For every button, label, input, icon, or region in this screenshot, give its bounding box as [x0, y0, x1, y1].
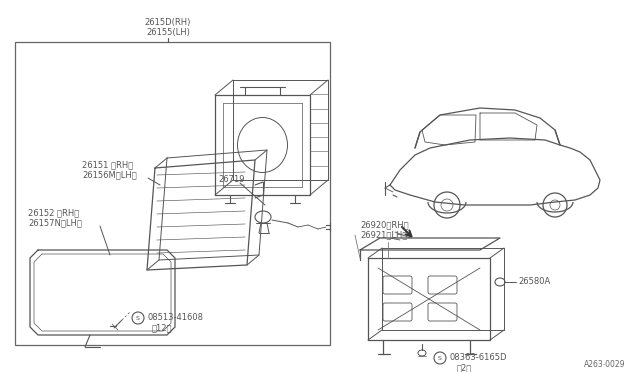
Text: S: S [136, 315, 140, 321]
Text: 26719: 26719 [218, 175, 244, 184]
Text: S: S [438, 356, 442, 360]
Text: 08363-6165D: 08363-6165D [450, 353, 508, 362]
Bar [15, 42, 330, 345]
Text: 26580A: 26580A [518, 277, 550, 286]
Text: 08513-41608: 08513-41608 [148, 313, 204, 322]
Text: 26152 〈RH〉: 26152 〈RH〉 [28, 208, 79, 217]
Text: 26156M〈LH〉: 26156M〈LH〉 [82, 170, 137, 179]
Text: 26151 〈RH〉: 26151 〈RH〉 [82, 160, 133, 169]
Text: 26920〈RH〉: 26920〈RH〉 [360, 220, 408, 229]
Text: A263⋅0029: A263⋅0029 [584, 360, 625, 369]
Text: 26155(LH): 26155(LH) [146, 28, 190, 37]
Text: 26921〈LH〉: 26921〈LH〉 [360, 230, 408, 239]
Text: （2）: （2） [457, 363, 472, 372]
Text: （12）: （12） [152, 323, 173, 332]
Text: 2615D(RH): 2615D(RH) [145, 18, 191, 27]
Text: 26157N〈LH〉: 26157N〈LH〉 [28, 218, 82, 227]
